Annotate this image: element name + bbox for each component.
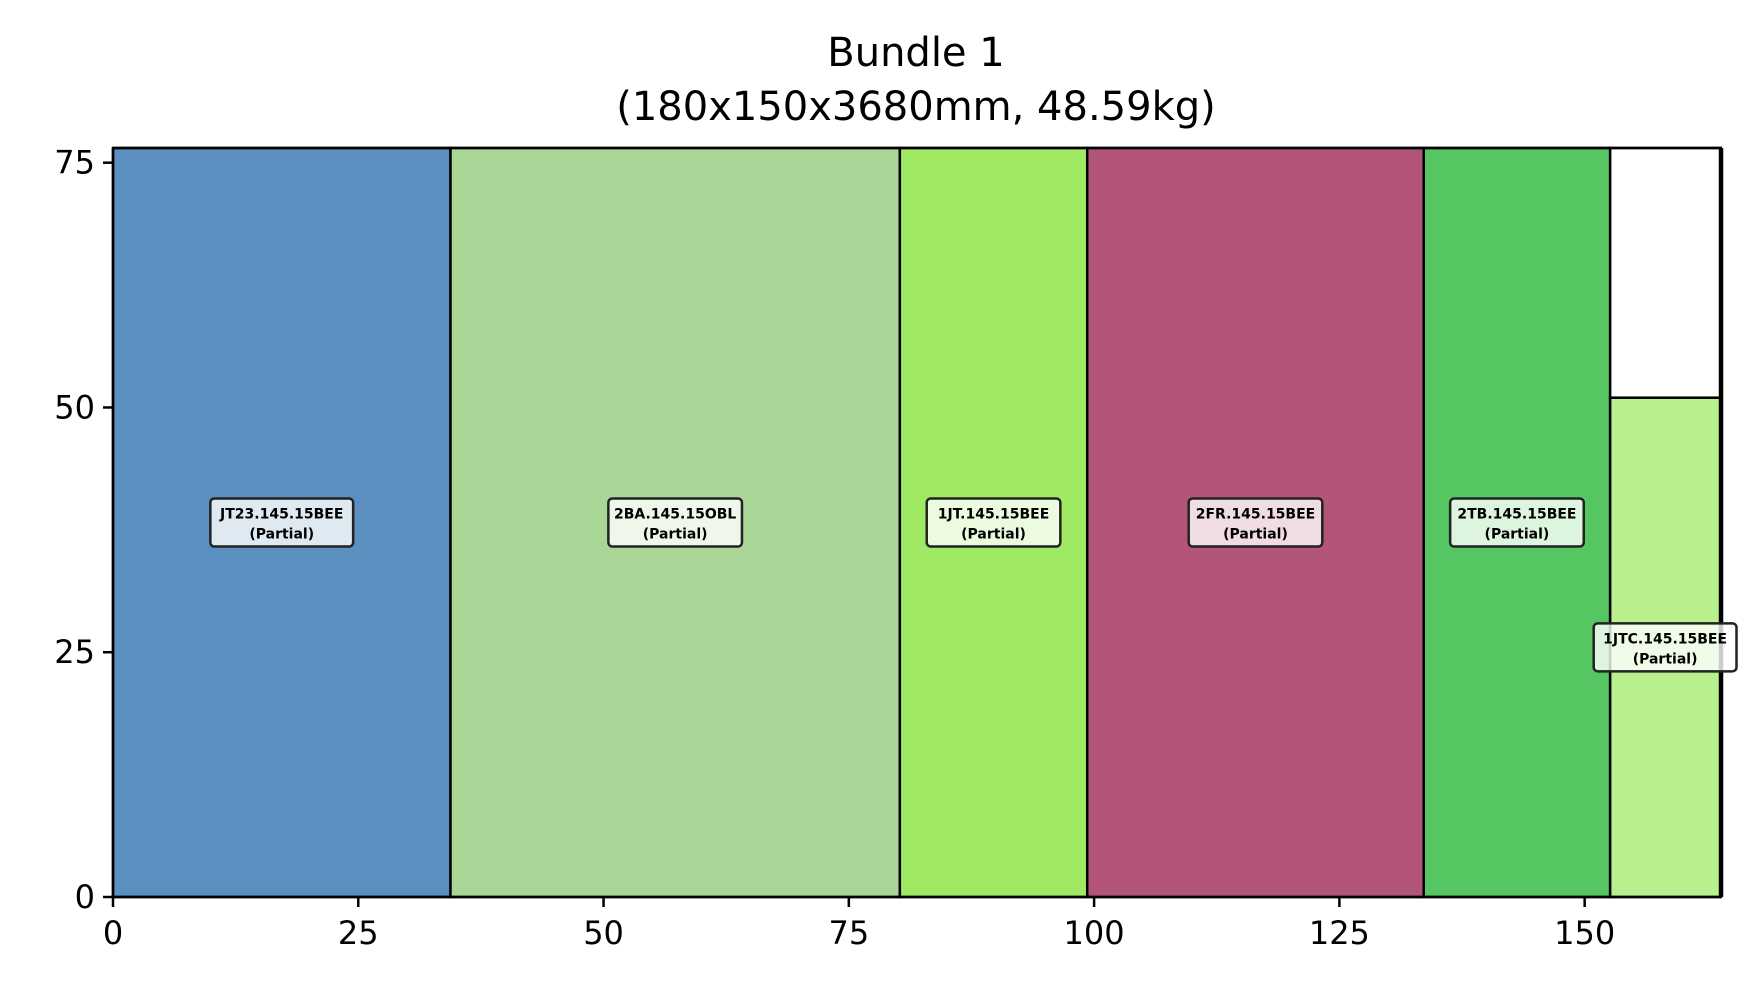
- piece-label-4: 2TB.145.15BEE (Partial): [1448, 497, 1586, 548]
- x-tick-label-3: 75: [828, 914, 869, 952]
- piece-label-status-3: (Partial): [1223, 527, 1288, 543]
- piece-label-2: 1JT.145.15BEE (Partial): [925, 497, 1062, 548]
- piece-label-status-1: (Partial): [643, 527, 708, 543]
- piece-label-status-2: (Partial): [961, 527, 1026, 543]
- x-tick-label-4: 100: [1064, 914, 1125, 952]
- labels-layer: JT23.145.15BEE (Partial) 2BA.145.15OBL (Par…: [209, 497, 1738, 673]
- piece-label-0: JT23.145.15BEE (Partial): [209, 497, 355, 548]
- piece-label-name-0: JT23.145.15BEE: [219, 507, 343, 523]
- piece-label-name-4: 2TB.145.15BEE: [1457, 507, 1576, 523]
- y-tick-label-1: 25: [54, 633, 95, 671]
- piece-label-status-4: (Partial): [1485, 527, 1550, 543]
- piece-label-name-2: 1JT.145.15BEE: [938, 507, 1050, 523]
- y-tick-label-2: 50: [54, 388, 95, 426]
- piece-label-box-0: [209, 497, 355, 548]
- piece-label-name-5: 1JTC.145.15BEE: [1603, 631, 1727, 647]
- piece-label-box-3: [1187, 497, 1324, 548]
- axes-layer: 0 25 50 75 100 125 150 0 25 50 75: [54, 144, 1724, 952]
- y-tick-label-3: 75: [54, 144, 95, 182]
- x-tick-label-5: 125: [1309, 914, 1370, 952]
- piece-label-status-5: (Partial): [1633, 651, 1698, 667]
- piece-rect-6: [1608, 146, 1722, 399]
- piece-label-box-1: [607, 497, 744, 548]
- y-tick-label-0: 0: [75, 878, 95, 916]
- x-tick-label-6: 150: [1554, 914, 1615, 952]
- piece-label-3: 2FR.145.15BEE (Partial): [1187, 497, 1324, 548]
- piece-label-box-2: [925, 497, 1062, 548]
- chart-title-line-2: (180x150x3680mm, 48.59kg): [616, 84, 1215, 130]
- piece-label-name-1: 2BA.145.15OBL: [614, 507, 736, 523]
- piece-label-box-4: [1448, 497, 1586, 548]
- x-tick-label-0: 0: [103, 914, 123, 952]
- piece-label-status-0: (Partial): [249, 527, 314, 543]
- piece-label-1: 2BA.145.15OBL (Partial): [607, 497, 744, 548]
- piece-label-name-3: 2FR.145.15BEE: [1196, 507, 1316, 523]
- chart-title-line-1: Bundle 1: [827, 30, 1004, 76]
- x-tick-label-2: 50: [583, 914, 624, 952]
- x-tick-label-1: 25: [338, 914, 379, 952]
- piece-label-box-5: [1592, 622, 1738, 673]
- piece-label-5: 1JTC.145.15BEE (Partial): [1592, 622, 1738, 673]
